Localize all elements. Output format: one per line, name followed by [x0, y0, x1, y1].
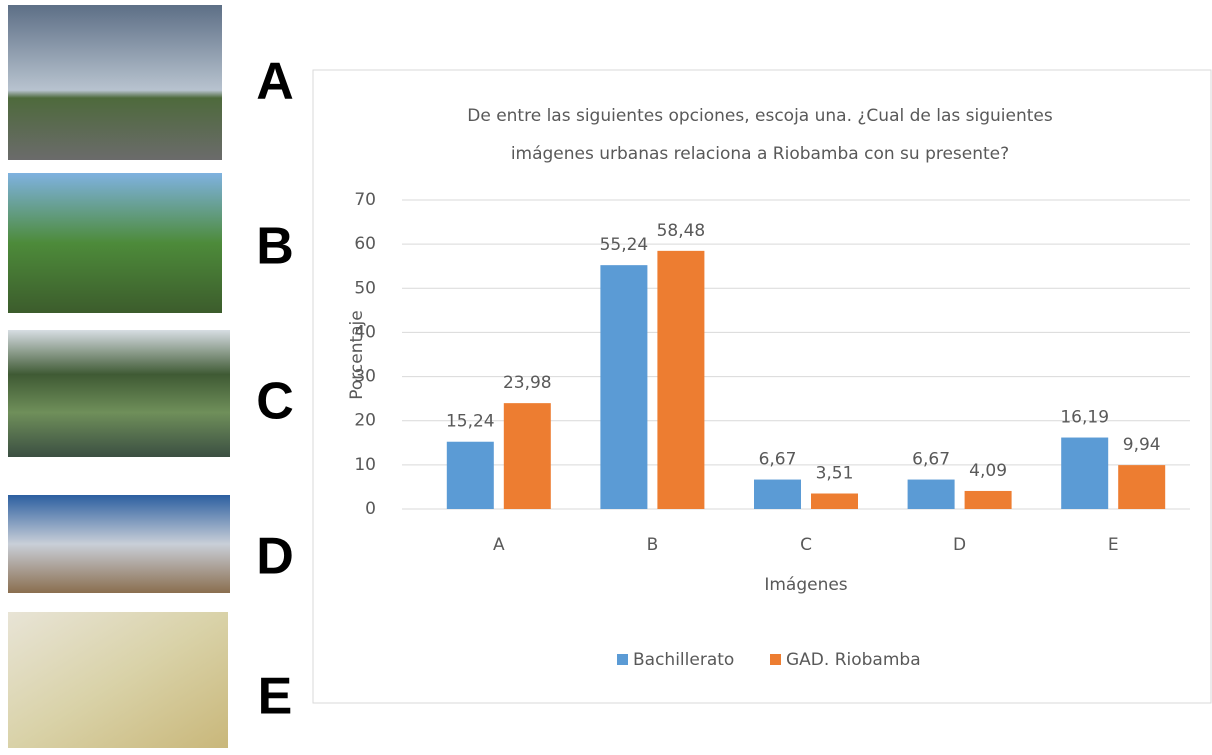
bar: [1118, 465, 1166, 509]
x-tick-label: A: [493, 535, 505, 555]
y-tick-label: 30: [354, 367, 376, 387]
image-label: D: [256, 528, 294, 586]
bar: [1061, 437, 1109, 509]
bar: [811, 493, 858, 509]
legend-label: GAD. Riobamba: [786, 650, 921, 670]
photo: [8, 5, 222, 160]
bar: [446, 441, 494, 509]
value-label: 55,24: [600, 235, 649, 255]
value-label: 16,19: [1060, 408, 1109, 428]
value-label: 4,09: [969, 461, 1007, 481]
y-tick-label: 0: [365, 499, 376, 519]
value-label: 6,67: [759, 450, 797, 470]
legend-swatch: [770, 654, 781, 665]
image-label: C: [256, 373, 294, 431]
y-tick-label: 60: [354, 234, 376, 254]
value-label: 23,98: [503, 373, 552, 393]
x-tick-label: D: [953, 535, 966, 555]
photo: [8, 495, 230, 593]
bar: [964, 490, 1012, 509]
photo: [8, 612, 228, 748]
chart-frame: [312, 69, 1212, 704]
value-label: 58,48: [657, 221, 706, 241]
bar: [503, 403, 551, 509]
x-tick-label: E: [1108, 535, 1119, 555]
y-tick-label: 20: [354, 411, 376, 431]
y-tick-label: 70: [354, 190, 376, 210]
legend-swatch: [617, 654, 628, 665]
photo: [8, 330, 230, 457]
x-tick-label: C: [800, 535, 812, 555]
y-tick-label: 40: [354, 322, 376, 342]
photo: [8, 173, 222, 313]
bar: [754, 479, 801, 509]
x-axis-label: Imágenes: [764, 575, 847, 595]
bar: [600, 265, 648, 509]
value-label: 6,67: [912, 450, 950, 470]
bar: [907, 479, 955, 509]
x-tick-label: B: [647, 535, 659, 555]
y-tick-label: 10: [354, 455, 376, 475]
bar: [657, 250, 705, 509]
image-label: E: [258, 668, 293, 726]
value-label: 15,24: [446, 412, 495, 432]
chart-title: De entre las siguientes opciones, escoja…: [467, 106, 1053, 126]
value-label: 9,94: [1123, 435, 1161, 455]
image-label: A: [256, 53, 294, 111]
y-axis-label: Porcentaje: [347, 310, 367, 400]
value-label: 3,51: [816, 464, 854, 484]
legend-label: Bachillerato: [633, 650, 734, 670]
y-tick-label: 50: [354, 278, 376, 298]
image-label: B: [256, 218, 294, 276]
chart-title: imágenes urbanas relaciona a Riobamba co…: [511, 144, 1009, 164]
